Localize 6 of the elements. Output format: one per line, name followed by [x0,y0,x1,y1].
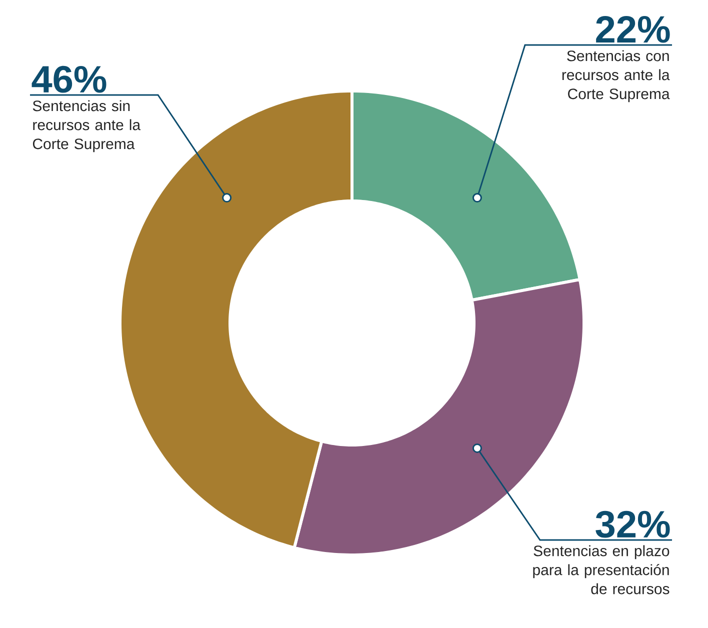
data-label: 46% [32,66,106,93]
data-label: 22% [596,16,670,43]
data-label: 32% [596,510,670,538]
slice-label: Sentencias sin recursos ante la Corte Suprema [32,100,141,152]
slice-label: Sentencias con recursos ante la Corte Suprema [562,50,670,102]
slice-label: Sentencias en plazo para la presentación de recursos [533,545,670,594]
